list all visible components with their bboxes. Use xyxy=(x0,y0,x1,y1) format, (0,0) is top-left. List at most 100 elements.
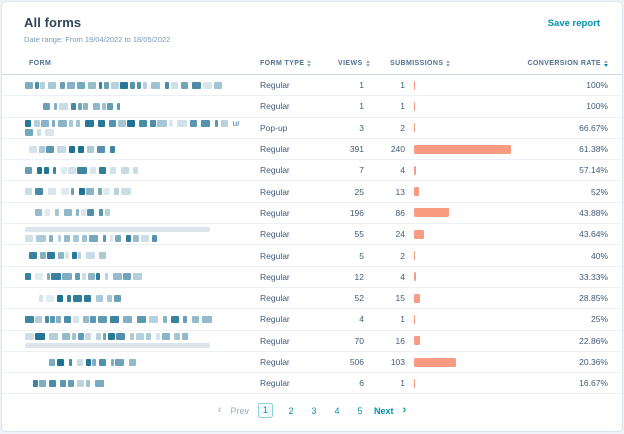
form-name-redacted[interactable] xyxy=(2,332,242,349)
column-header-submissions[interactable]: SUBMISSIONS xyxy=(390,60,451,67)
conversion-rate-cell: 100% xyxy=(586,101,608,112)
conversion-rate-cell: 57.14% xyxy=(579,165,608,176)
sort-icon-active-desc xyxy=(604,60,608,67)
views-cell: 52 xyxy=(354,293,364,304)
submissions-cell: 13 xyxy=(395,186,405,197)
table-row: Regular 52 15 28.85% xyxy=(2,288,622,310)
form-name-redacted[interactable] xyxy=(2,145,242,153)
table-row: ur Pop-up 3 2 66.67% xyxy=(2,118,622,139)
submissions-bar-cell xyxy=(405,165,525,175)
submissions-cell: 4 xyxy=(400,165,405,176)
conversion-rate-cell: 43.64% xyxy=(579,229,608,240)
form-name-redacted[interactable]: ur xyxy=(2,119,242,136)
conversion-rate-cell: 16.67% xyxy=(579,378,608,389)
submissions-bar-cell xyxy=(405,208,525,218)
submissions-bar xyxy=(414,229,424,239)
submissions-bar-cell xyxy=(405,229,525,239)
table-row: Regular 55 24 43.64% xyxy=(2,224,622,246)
form-name-redacted[interactable] xyxy=(2,81,242,89)
form-name-redacted[interactable] xyxy=(2,273,242,281)
conversion-rate-cell: 33.33% xyxy=(579,271,608,282)
table-row: Regular 25 13 52% xyxy=(2,181,622,203)
submissions-bar xyxy=(414,378,416,388)
column-header-form-type-label: FORM TYPE xyxy=(260,60,305,67)
submissions-cell: 240 xyxy=(390,144,405,155)
views-cell: 3 xyxy=(359,122,364,133)
table-row: Regular 5 2 40% xyxy=(2,245,622,267)
form-name-redacted[interactable] xyxy=(2,102,242,110)
submissions-bar-cell xyxy=(405,357,525,367)
column-header-views[interactable]: VIEWS xyxy=(338,60,370,67)
form-name-redacted[interactable] xyxy=(2,166,242,174)
table-row: Regular 7 4 57.14% xyxy=(2,160,622,182)
page-button-current[interactable]: 1 xyxy=(258,403,273,419)
submissions-bar xyxy=(414,251,416,261)
views-cell: 12 xyxy=(354,271,364,282)
views-cell: 1 xyxy=(359,80,364,91)
next-chevron-icon[interactable]: › xyxy=(402,404,407,417)
form-name-redacted[interactable] xyxy=(2,252,242,260)
column-header-submissions-label: SUBMISSIONS xyxy=(390,60,444,67)
submissions-cell: 24 xyxy=(395,229,405,240)
submissions-bar xyxy=(414,165,416,175)
views-cell: 70 xyxy=(354,335,364,346)
page-button[interactable]: 4 xyxy=(334,405,340,416)
form-name-redacted[interactable] xyxy=(2,188,242,196)
form-type-cell: Regular xyxy=(260,101,290,112)
form-type-cell: Regular xyxy=(260,144,290,155)
submissions-cell: 86 xyxy=(395,207,405,218)
form-type-cell: Regular xyxy=(260,250,290,261)
table-row: Regular 506 103 20.36% xyxy=(2,352,622,374)
table-row: Regular 391 240 61.38% xyxy=(2,139,622,161)
column-header-form-type[interactable]: FORM TYPE xyxy=(260,60,312,67)
views-cell: 196 xyxy=(349,207,364,218)
report-title-block: All forms Date range: From 19/04/2022 to… xyxy=(24,15,170,44)
submissions-bar xyxy=(414,144,511,154)
views-cell: 55 xyxy=(354,229,364,240)
save-report-link[interactable]: Save report xyxy=(547,18,600,29)
submissions-bar-cell xyxy=(405,251,525,261)
table-body: Regular 1 1 100% Regular 1 1 100% ur Pop… xyxy=(2,75,622,395)
submissions-cell: 103 xyxy=(390,357,405,367)
form-name-redacted[interactable] xyxy=(2,209,242,217)
form-name-redacted[interactable] xyxy=(2,315,242,323)
page-button[interactable]: 2 xyxy=(288,405,294,416)
form-name-redacted[interactable] xyxy=(2,379,242,387)
next-page-button[interactable]: Next xyxy=(374,405,394,416)
submissions-bar xyxy=(414,80,416,90)
column-header-conversion-rate[interactable]: CONVERSION RATE xyxy=(527,60,608,67)
submissions-bar-cell xyxy=(405,293,525,303)
submissions-cell: 1 xyxy=(400,80,405,91)
form-type-cell: Regular xyxy=(260,186,290,197)
conversion-rate-cell: 43.88% xyxy=(579,207,608,218)
prev-chevron-icon[interactable]: ‹ xyxy=(217,404,222,417)
submissions-bar xyxy=(414,357,456,367)
sort-icon xyxy=(446,60,451,67)
table-row: Regular 1 1 100% xyxy=(2,96,622,118)
conversion-rate-cell: 40% xyxy=(590,250,608,261)
prev-page-button[interactable]: Prev xyxy=(230,405,249,416)
page-button[interactable]: 5 xyxy=(357,405,363,416)
submissions-cell: 2 xyxy=(400,250,405,261)
form-type-cell: Regular xyxy=(260,314,290,325)
column-header-form[interactable]: FORM xyxy=(29,60,51,67)
submissions-bar xyxy=(414,208,449,218)
form-name-redacted[interactable] xyxy=(2,358,242,366)
report-header: All forms Date range: From 19/04/2022 to… xyxy=(2,2,622,44)
form-type-cell: Regular xyxy=(260,207,290,218)
pagination: ‹ Prev 1 2 3 4 5 Next › xyxy=(2,403,622,419)
conversion-rate-cell: 61.38% xyxy=(579,144,608,155)
table-row: Regular 196 86 43.88% xyxy=(2,203,622,225)
submissions-bar-cell xyxy=(405,272,525,282)
form-name-redacted[interactable] xyxy=(2,294,242,302)
form-name-redacted[interactable] xyxy=(2,226,242,243)
page-button[interactable]: 3 xyxy=(311,405,317,416)
views-cell: 391 xyxy=(349,144,364,155)
table-row: Regular 1 1 100% xyxy=(2,75,622,97)
form-type-cell: Regular xyxy=(260,293,290,304)
conversion-rate-cell: 52% xyxy=(590,186,608,197)
form-type-cell: Regular xyxy=(260,165,290,176)
conversion-rate-cell: 100% xyxy=(586,80,608,91)
submissions-bar xyxy=(414,314,416,324)
submissions-cell: 1 xyxy=(400,101,405,112)
